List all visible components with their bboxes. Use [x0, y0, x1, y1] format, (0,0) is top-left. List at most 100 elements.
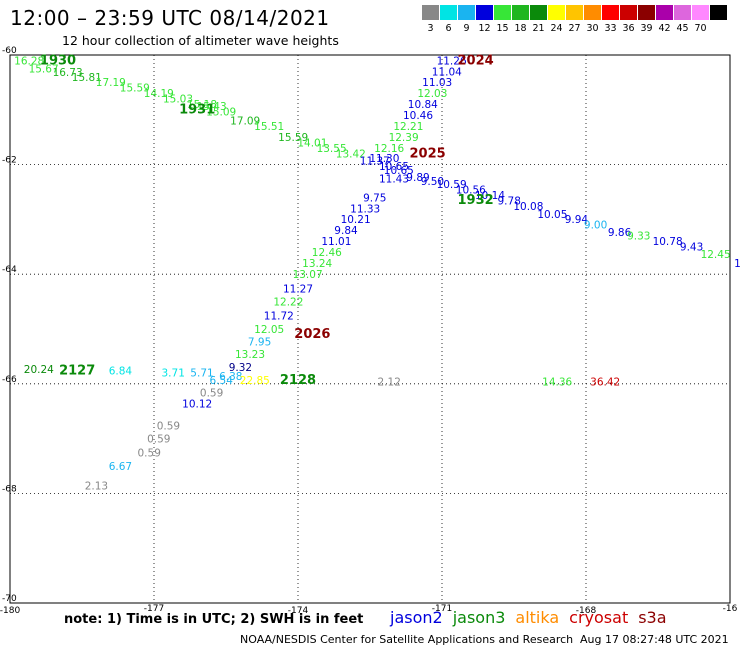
legend-swatch: [674, 5, 691, 20]
wave-height-reading: 10.65: [384, 165, 414, 177]
satellite-name: jason3: [452, 608, 506, 627]
wave-height-reading: 10.84: [408, 99, 438, 111]
legend-swatch: [548, 5, 565, 20]
lon-tick-label: -174: [288, 606, 309, 616]
wave-height-reading: 15.81: [72, 72, 102, 84]
legend-label: 21: [532, 23, 545, 34]
wave-height-reading: 11.01: [321, 236, 351, 248]
pass-time-label: 2025: [410, 146, 446, 161]
legend-label: 9: [463, 23, 470, 34]
legend-swatch: [620, 5, 637, 20]
wave-height-reading: 9.86: [608, 227, 632, 239]
wave-height-reading: 6.67: [109, 461, 132, 473]
legend-swatch: [656, 5, 673, 20]
legend-label: 18: [514, 23, 527, 34]
wave-height-reading: 0.59: [200, 387, 223, 399]
wave-height-reading: 11.30: [369, 153, 399, 165]
wave-height-reading: 36.42: [590, 376, 620, 388]
pass-time-label: 1930: [40, 53, 76, 68]
wave-height-reading: 13.24: [302, 258, 332, 270]
legend-swatch: [530, 5, 547, 20]
wave-height-reading: 12.05: [254, 324, 284, 336]
lon-tick-label: -180: [0, 606, 20, 616]
wave-height-reading: 22.85: [240, 375, 270, 387]
wave-height-reading: 14.19: [144, 88, 174, 100]
pass-time-label: 1931: [179, 103, 215, 118]
legend-label: 6: [445, 23, 452, 34]
footnote: note: 1) Time is in UTC; 2) SWH is in fe…: [64, 612, 364, 627]
legend-swatch: [566, 5, 583, 20]
legend-label: 42: [658, 23, 671, 34]
wave-height-reading: 5.71: [190, 368, 213, 380]
legend-swatch: [512, 5, 529, 20]
wave-height-reading: 2.13: [85, 481, 108, 493]
legend-swatch: [494, 5, 511, 20]
lon-tick-label: -171: [432, 604, 452, 614]
wave-height-reading: 15.59: [278, 132, 308, 144]
satellite-name: s3a: [638, 608, 667, 627]
wave-height-reading: 12.21: [393, 121, 423, 133]
legend-swatch: [638, 5, 655, 20]
wave-height-reading: 10.05: [537, 209, 567, 221]
wave-height-reading: 10.14: [475, 190, 505, 202]
wave-height-reading: 6.54: [210, 375, 234, 387]
satellite-name: cryosat: [569, 608, 629, 627]
legend-label: 45: [676, 23, 689, 34]
wave-height-reading: 12.46: [312, 247, 342, 259]
wave-height-reading: 11.04: [432, 66, 462, 78]
legend-swatch: [422, 5, 439, 20]
wave-height-reading: 15.03: [163, 94, 193, 106]
wave-height-reading: 15.09: [206, 106, 236, 118]
legend-label: 30: [586, 23, 599, 34]
pass-time-label: 1932: [458, 193, 494, 208]
wave-height-reading: 9.78: [498, 196, 521, 208]
wave-height-reading: 11.43: [379, 174, 409, 186]
legend-swatch: [602, 5, 619, 20]
legend-label: 27: [568, 23, 581, 34]
legend-label: 3: [427, 23, 434, 34]
wave-height-reading: 9.33: [627, 231, 650, 243]
wave-height-reading: 14.01: [297, 138, 327, 150]
wave-height-legend: 3 6 9 12 15 18 21 24 27 30 33 36 39 42 45 70: [422, 5, 728, 35]
wave-height-reading: 9.94: [565, 214, 589, 226]
lat-tick-label: -66: [2, 375, 17, 385]
wave-height-reading: 10.56: [456, 185, 486, 197]
wave-height-reading: 9.43: [680, 242, 703, 254]
wave-height-reading: 9.32: [229, 362, 252, 374]
legend-label: 36: [622, 23, 635, 34]
wave-height-reading: 20.24: [24, 364, 54, 376]
wave-height-reading: 12.39: [389, 132, 419, 144]
pass-time-label: 2026: [294, 327, 330, 342]
satellite-name: jason2: [390, 608, 443, 627]
wave-height-reading: 0.59: [138, 448, 161, 460]
satellite-name: altika: [515, 608, 560, 627]
wave-height-reading: 13.23: [235, 349, 265, 361]
pass-time-label: 2127: [59, 363, 95, 378]
wave-height-reading: 11.33: [350, 203, 380, 215]
wave-height-reading: 7.95: [248, 336, 271, 348]
wave-height-reading: 12.22: [273, 296, 303, 308]
map-frame: [9, 54, 731, 604]
legend-label: 15: [496, 23, 509, 34]
wave-height-reading: 15.43: [197, 101, 227, 113]
wave-height-reading: 6.38: [219, 371, 242, 383]
wave-height-reading: 9.84: [334, 225, 358, 237]
wave-height-reading: 10.12: [182, 398, 212, 410]
map-subtitle: 12 hour collection of altimeter wave hei…: [62, 33, 339, 48]
agency-credit: NOAA/NESDIS Center for Satellite Applica…: [240, 633, 574, 646]
wave-height-reading: 12.45: [701, 249, 731, 261]
wave-height-reading: 6.84: [109, 365, 133, 377]
wave-height-reading: 13.07: [293, 269, 323, 281]
wave-height-reading: 11.20: [734, 258, 740, 270]
lon-tick-label: -168: [576, 606, 597, 616]
wave-height-reading: 11.37: [360, 156, 390, 168]
pass-time-label: 2128: [280, 373, 316, 388]
wave-height-reading: 16.73: [53, 67, 83, 79]
map-title: 12:00 – 23:59 UTC 08/14/2021: [10, 6, 330, 30]
wave-height-reading: 11.03: [422, 77, 452, 89]
wave-height-reading: 10.21: [341, 214, 371, 226]
lon-tick-label: -177: [144, 604, 164, 614]
wave-height-reading: 11.27: [283, 283, 313, 295]
wave-height-reading: 12.16: [374, 143, 404, 155]
